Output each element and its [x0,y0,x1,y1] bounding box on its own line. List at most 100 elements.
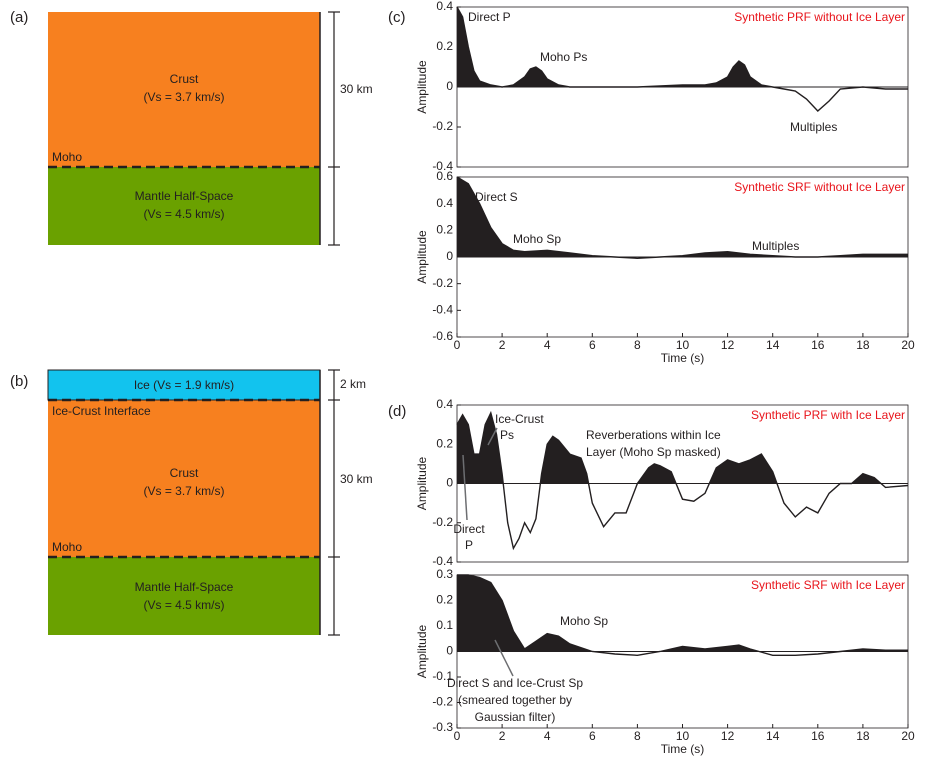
y-tick-label: -0.2 [432,119,453,133]
positive-fill [457,412,908,484]
layer-velocity: (Vs = 4.5 km/s) [143,598,224,612]
leader-line [487,427,498,446]
y-tick-label: 0.2 [436,39,453,53]
mantle-layer [48,557,320,635]
y-axis-label: Amplitude [415,625,429,679]
y-tick-label: 0.4 [436,397,453,411]
layer-name: Crust [170,466,199,480]
layer-name: Ice (Vs = 1.9 km/s) [134,378,234,392]
y-tick-label: -0.4 [432,303,453,317]
x-tick-label: 18 [856,729,870,743]
diagram-a: Crust (Vs = 3.7 km/s) Moho Mantle Half-S… [48,11,373,246]
y-tick-label: 0.2 [436,223,453,237]
chart-title: Synthetic PRF with Ice Layer [751,408,905,422]
x-tick-label: 4 [544,338,551,352]
leader-line [462,454,468,521]
diagram-b: Ice (Vs = 1.9 km/s) Ice-Crust Interface … [47,369,373,636]
annotation: Moho Sp [560,614,608,628]
y-tick-label: -0.3 [432,720,453,734]
waveform [456,176,908,260]
crust-layer [48,12,320,167]
mantle-layer [48,167,320,245]
layer-name: Mantle Half-Space [135,580,234,594]
y-tick-label: -0.2 [432,276,453,290]
x-tick-label: 12 [721,729,735,743]
annotation: Gaussian filter) [475,710,556,724]
x-tick-label: 10 [676,338,690,352]
y-tick-label: 0 [446,476,453,490]
y-tick-label: -0.4 [432,159,453,173]
annotation: Ice-Crust [495,412,544,426]
crust-layer [48,400,320,557]
y-tick-label: -0.2 [432,515,453,529]
leader-line [494,639,514,677]
chart-title: Synthetic SRF with Ice Layer [751,578,905,592]
y-axis-label: Amplitude [415,457,429,511]
x-tick-label: 20 [901,338,915,352]
y-tick-label: 0 [446,79,453,93]
x-tick-label: 0 [454,729,461,743]
x-tick-label: 8 [634,729,641,743]
annotation: (smeared together by [458,693,572,707]
annotation: Direct S and Ice-Crust Sp [447,676,583,690]
layer-name: Crust [170,72,199,86]
layer-name: Mantle Half-Space [135,189,234,203]
ice-layer [48,370,320,400]
x-tick-label: 0 [454,338,461,352]
x-tick-label: 6 [589,338,596,352]
y-tick-label: 0.6 [436,169,453,183]
thickness-label: 2 km [340,377,366,391]
annotation: P [465,538,473,552]
x-axis-label: Time (s) [661,351,705,365]
x-tick-label: 16 [811,338,825,352]
y-tick-label: 0.3 [436,567,453,581]
annotation: Direct [453,522,485,536]
x-tick-label: 2 [499,338,506,352]
annotation: Direct P [468,10,511,24]
panel-label: (c) [388,9,406,26]
thickness-label: 30 km [340,472,373,486]
annotation: Ps [500,428,514,442]
interface-label: Moho [52,540,82,554]
interface-label: Moho [52,150,82,164]
annotation: Reverberations within Ice [586,428,721,442]
x-tick-label: 20 [901,729,915,743]
y-tick-label: 0.2 [436,436,453,450]
x-tick-label: 10 [676,729,690,743]
panel-label: (b) [10,373,28,390]
x-tick-label: 4 [544,729,551,743]
y-tick-label: 0.4 [436,0,453,13]
x-axis-label: Time (s) [661,742,705,756]
y-tick-label: -0.1 [432,669,453,683]
x-tick-label: 8 [634,338,641,352]
y-tick-label: -0.4 [432,554,453,568]
positive-fill [457,575,908,652]
layer-velocity: (Vs = 4.5 km/s) [143,207,224,221]
y-tick-label: -0.6 [432,329,453,343]
y-axis-label: Amplitude [415,60,429,114]
annotation: Multiples [752,239,799,253]
thickness-label: 30 km [340,82,373,96]
annotation: Layer (Moho Sp masked) [586,445,721,459]
x-tick-label: 16 [811,729,825,743]
y-tick-label: 0.1 [436,618,453,632]
y-tick-label: -0.2 [432,695,453,709]
annotation: Multiples [790,120,837,134]
x-tick-label: 6 [589,729,596,743]
interface-label: Ice-Crust Interface [52,404,151,418]
y-tick-label: 0.2 [436,593,453,607]
x-tick-label: 2 [499,729,506,743]
chart-title: Synthetic SRF without Ice Layer [734,180,905,194]
positive-fill [457,177,908,257]
panel-label: (a) [10,9,28,26]
x-tick-label: 18 [856,338,870,352]
y-axis-label: Amplitude [415,230,429,284]
y-tick-label: 0 [446,644,453,658]
x-tick-label: 14 [766,338,780,352]
x-tick-label: 12 [721,338,735,352]
layer-velocity: (Vs = 3.7 km/s) [143,90,224,104]
annotation: Direct S [475,190,518,204]
waveform [456,6,908,112]
waveform [456,410,909,551]
